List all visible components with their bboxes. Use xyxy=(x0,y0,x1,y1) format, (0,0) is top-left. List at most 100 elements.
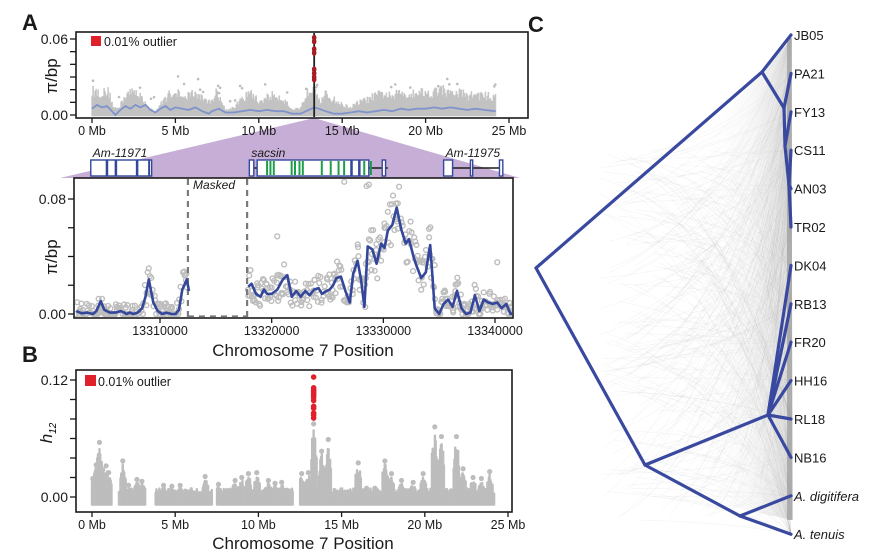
background-point-column xyxy=(259,100,262,117)
background-point-column xyxy=(248,94,251,117)
background-point xyxy=(494,83,497,86)
h12-peak-point xyxy=(432,424,438,430)
background-point-column xyxy=(412,89,415,117)
background-point-column xyxy=(465,92,468,117)
background-point-column xyxy=(255,95,258,117)
data-point xyxy=(365,181,372,188)
outlier-point xyxy=(311,76,317,83)
h12-peak-point xyxy=(177,482,183,488)
background-point-column xyxy=(237,104,240,117)
background-point-column xyxy=(173,93,175,117)
h12-peak-point xyxy=(190,490,197,496)
background-point-column xyxy=(122,102,124,117)
background-point-column xyxy=(482,96,485,117)
exon-stripe xyxy=(343,161,346,175)
data-point xyxy=(494,259,501,266)
taxon-label: RL18 xyxy=(794,412,825,427)
background-point-column xyxy=(161,104,163,117)
exon xyxy=(148,159,153,177)
taxon-label: A. tenuis xyxy=(793,527,845,542)
background-point-column xyxy=(241,96,244,117)
taxon-label: FR20 xyxy=(794,335,826,350)
background-point xyxy=(201,90,205,94)
background-point xyxy=(117,95,121,99)
background-point-column xyxy=(207,100,209,117)
background-point-column xyxy=(344,108,347,117)
background-point-column xyxy=(386,97,389,117)
data-point xyxy=(486,288,494,296)
background-point-column xyxy=(454,94,457,117)
background-point-column xyxy=(466,94,469,117)
h12-peak-point xyxy=(438,433,445,440)
data-point xyxy=(246,272,253,279)
outlier-points xyxy=(311,34,317,83)
background-point-column xyxy=(208,99,210,117)
taxon-label: NB16 xyxy=(794,450,827,465)
background-point-column xyxy=(287,105,290,117)
background-point-column xyxy=(450,91,453,117)
legend-b: 0.01% outlier xyxy=(85,375,171,389)
background-point xyxy=(393,83,397,86)
data-point xyxy=(261,295,269,302)
background-point-column xyxy=(238,100,241,117)
background-point-column xyxy=(192,96,194,117)
background-point-column xyxy=(206,103,208,117)
background-point xyxy=(315,83,319,87)
background-point-column xyxy=(435,87,438,117)
background-point-column xyxy=(288,107,291,117)
background-point-column xyxy=(195,93,197,117)
background-point-column xyxy=(467,100,470,117)
tree-branch xyxy=(766,379,793,417)
legend-swatch-outlier xyxy=(91,36,101,46)
data-point xyxy=(268,284,275,291)
background-point-column xyxy=(316,94,319,117)
background-point-column xyxy=(491,100,494,117)
data-point xyxy=(500,308,507,315)
data-point xyxy=(418,274,425,281)
background-point-column xyxy=(111,101,113,117)
background-point-column xyxy=(301,102,304,117)
data-point xyxy=(404,258,411,265)
exon xyxy=(498,159,504,177)
data-point xyxy=(306,303,313,310)
gene-model: sacsin xyxy=(248,146,388,177)
data-point xyxy=(426,234,433,241)
data-point xyxy=(389,192,397,199)
h12-peak-point xyxy=(372,485,378,491)
background-point-column xyxy=(211,99,213,117)
background-point-column xyxy=(311,92,314,117)
background-point-column xyxy=(398,90,401,117)
background-point-column xyxy=(472,95,475,117)
data-point xyxy=(355,253,362,260)
background-point-column xyxy=(92,85,94,117)
background-point-column xyxy=(184,96,186,117)
background-point-column xyxy=(487,91,490,117)
background-point-column xyxy=(299,107,302,117)
data-point xyxy=(455,280,462,287)
background-point-column xyxy=(407,97,410,117)
background-point-column xyxy=(149,109,151,117)
background-point-column xyxy=(308,92,311,117)
background-point-column xyxy=(481,93,484,117)
background-point-column xyxy=(478,100,481,117)
background-point-column xyxy=(489,98,492,117)
background-point-column xyxy=(175,93,177,117)
background-point-column xyxy=(151,108,153,117)
gene-track: Am-11971 sacsin Am-11975 xyxy=(90,146,504,177)
h12-peak-point xyxy=(334,491,340,497)
data-point xyxy=(441,287,448,294)
background-point-column xyxy=(403,93,406,117)
plot-frame-zoom xyxy=(73,177,514,319)
taxon-label: RB13 xyxy=(794,297,827,312)
background-point-column xyxy=(468,95,471,117)
background-point-column xyxy=(406,97,409,117)
background-point-column xyxy=(394,93,397,117)
taxon-label: JB05 xyxy=(794,28,824,43)
h12-peak-point xyxy=(272,480,278,486)
data-point xyxy=(490,293,498,300)
background-point-column xyxy=(144,101,146,117)
background-point-column xyxy=(167,93,169,117)
x-tick-label: 5 Mb xyxy=(162,124,190,138)
background-point-column xyxy=(363,97,366,117)
data-point xyxy=(307,280,315,287)
